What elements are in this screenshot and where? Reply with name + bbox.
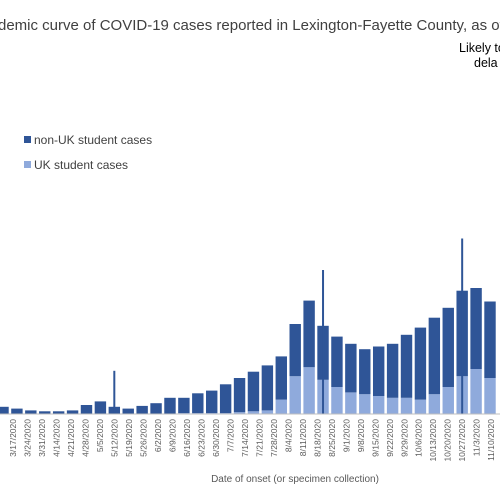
bars-group xyxy=(0,238,496,414)
bar-uk-27 xyxy=(372,396,385,414)
bar-uk-26 xyxy=(359,394,371,414)
x-tick-label-2: 3/31/2020 xyxy=(37,419,47,457)
legend-label-non-uk: non-UK student cases xyxy=(34,133,152,147)
bar-non-uk-21 xyxy=(289,324,301,377)
x-tick-label-26: 9/22/2020 xyxy=(385,419,395,457)
bar-non-uk-15 xyxy=(206,390,218,414)
bar-non-uk-6 xyxy=(80,405,93,414)
bar-uk-34 xyxy=(470,369,482,414)
bar-uk-29 xyxy=(400,397,413,414)
x-tick-label-22: 8/25/2020 xyxy=(327,419,337,457)
note-line-1: Likely to xyxy=(459,41,500,55)
bar-non-uk-13 xyxy=(178,397,190,414)
x-tick-label-6: 5/5/2020 xyxy=(95,419,105,452)
x-tick-label-18: 7/28/2020 xyxy=(269,419,279,457)
bar-uk-18 xyxy=(247,411,260,414)
x-tick-labels: 3/17/2020 3/24/2020 3/31/2020 4/14/2020 4/21… xyxy=(8,419,496,462)
bar-non-uk-27 xyxy=(372,346,385,396)
x-tick-label-13: 6/23/2020 xyxy=(196,419,206,457)
legend-swatch-uk xyxy=(24,161,31,168)
bar-uk-21 xyxy=(289,376,301,414)
bar-uk-28 xyxy=(386,397,399,414)
legend-swatch-non-uk xyxy=(24,136,31,143)
x-tick-label-32: 11/3/2020 xyxy=(472,419,482,456)
spike-bar-0 xyxy=(113,370,116,414)
bar-non-uk-5 xyxy=(66,410,79,414)
bar-non-uk-3 xyxy=(39,411,51,414)
x-tick-label-9: 5/26/2020 xyxy=(138,419,148,457)
bar-non-uk-31 xyxy=(428,317,441,395)
bar-uk-20 xyxy=(275,399,287,414)
bar-non-uk-28 xyxy=(386,343,399,398)
x-tick-label-0: 3/17/2020 xyxy=(8,419,18,457)
bar-non-uk-16 xyxy=(219,384,232,414)
x-tick-label-7: 5/12/2020 xyxy=(109,419,119,457)
x-tick-label-24: 9/8/2020 xyxy=(356,419,366,452)
bar-non-uk-34 xyxy=(470,288,482,369)
bar-non-uk-14 xyxy=(192,393,204,414)
bar-uk-25 xyxy=(345,392,357,414)
x-axis-label: Date of onset (or specimen collection) xyxy=(211,474,379,485)
bar-uk-19 xyxy=(261,410,274,414)
bar-non-uk-20 xyxy=(275,356,287,400)
bar-non-uk-19 xyxy=(261,365,274,411)
spike-bar-2 xyxy=(461,238,464,414)
x-tick-label-17: 7/21/2020 xyxy=(254,419,264,457)
bar-uk-32 xyxy=(442,387,454,414)
x-tick-label-8: 5/19/2020 xyxy=(124,419,134,457)
x-tick-label-19: 8/4/2020 xyxy=(283,419,293,452)
x-tick-label-31: 10/27/2020 xyxy=(457,419,467,462)
bar-uk-35 xyxy=(484,378,496,414)
x-tick-label-15: 7/7/2020 xyxy=(225,419,235,452)
x-tick-label-5: 4/28/2020 xyxy=(81,419,91,457)
bar-non-uk-18 xyxy=(247,371,260,412)
bar-uk-17 xyxy=(233,412,246,414)
x-tick-label-11: 6/9/2020 xyxy=(167,419,177,452)
x-tick-label-20: 8/11/2020 xyxy=(298,419,308,456)
bar-non-uk-10 xyxy=(136,405,148,414)
x-tick-label-33: 11/10/2020 xyxy=(486,419,496,461)
bar-non-uk-4 xyxy=(52,411,65,414)
bar-uk-31 xyxy=(428,394,441,414)
bar-uk-22 xyxy=(303,367,315,414)
x-tick-label-12: 6/16/2020 xyxy=(182,419,192,457)
bar-non-uk-24 xyxy=(331,336,343,387)
x-tick-label-3: 4/14/2020 xyxy=(52,419,62,457)
bar-uk-30 xyxy=(414,399,427,414)
x-tick-label-30: 10/20/2020 xyxy=(443,419,453,462)
bar-uk-24 xyxy=(331,387,343,414)
x-tick-label-23: 9/1/2020 xyxy=(341,419,351,452)
bar-non-uk-17 xyxy=(233,378,246,413)
note-line-2: dela xyxy=(474,56,498,70)
x-tick-label-4: 4/21/2020 xyxy=(66,419,76,457)
bar-non-uk-30 xyxy=(414,327,427,400)
bar-non-uk-26 xyxy=(359,349,371,395)
bar-non-uk-29 xyxy=(400,334,413,398)
bar-non-uk-11 xyxy=(150,403,162,414)
spike-bar-1 xyxy=(322,270,325,414)
x-tick-label-10: 6/2/2020 xyxy=(153,419,163,452)
bar-non-uk-0 xyxy=(0,406,9,414)
bar-non-uk-25 xyxy=(345,343,357,393)
x-tick-label-1: 3/24/2020 xyxy=(23,419,33,457)
bar-non-uk-9 xyxy=(122,408,134,414)
x-tick-label-28: 10/6/2020 xyxy=(414,419,424,457)
x-tick-label-29: 10/13/2020 xyxy=(428,419,438,462)
bar-non-uk-35 xyxy=(484,301,496,378)
chart-title: demic curve of COVID-19 cases reported i… xyxy=(0,17,500,34)
bar-non-uk-1 xyxy=(11,408,23,414)
bar-non-uk-7 xyxy=(94,401,107,414)
bar-non-uk-12 xyxy=(164,397,176,414)
x-tick-label-14: 6/30/2020 xyxy=(211,419,221,457)
bar-non-uk-32 xyxy=(442,307,454,387)
bar-non-uk-2 xyxy=(25,410,37,414)
x-tick-label-27: 9/29/2020 xyxy=(399,419,409,457)
x-tick-label-21: 8/18/2020 xyxy=(312,419,322,457)
legend: non-UK student cases UK student cases xyxy=(24,133,152,172)
x-tick-label-16: 7/14/2020 xyxy=(240,419,250,457)
x-tick-label-25: 9/15/2020 xyxy=(370,419,380,457)
bar-non-uk-22 xyxy=(303,300,315,368)
legend-label-uk: UK student cases xyxy=(34,158,128,172)
